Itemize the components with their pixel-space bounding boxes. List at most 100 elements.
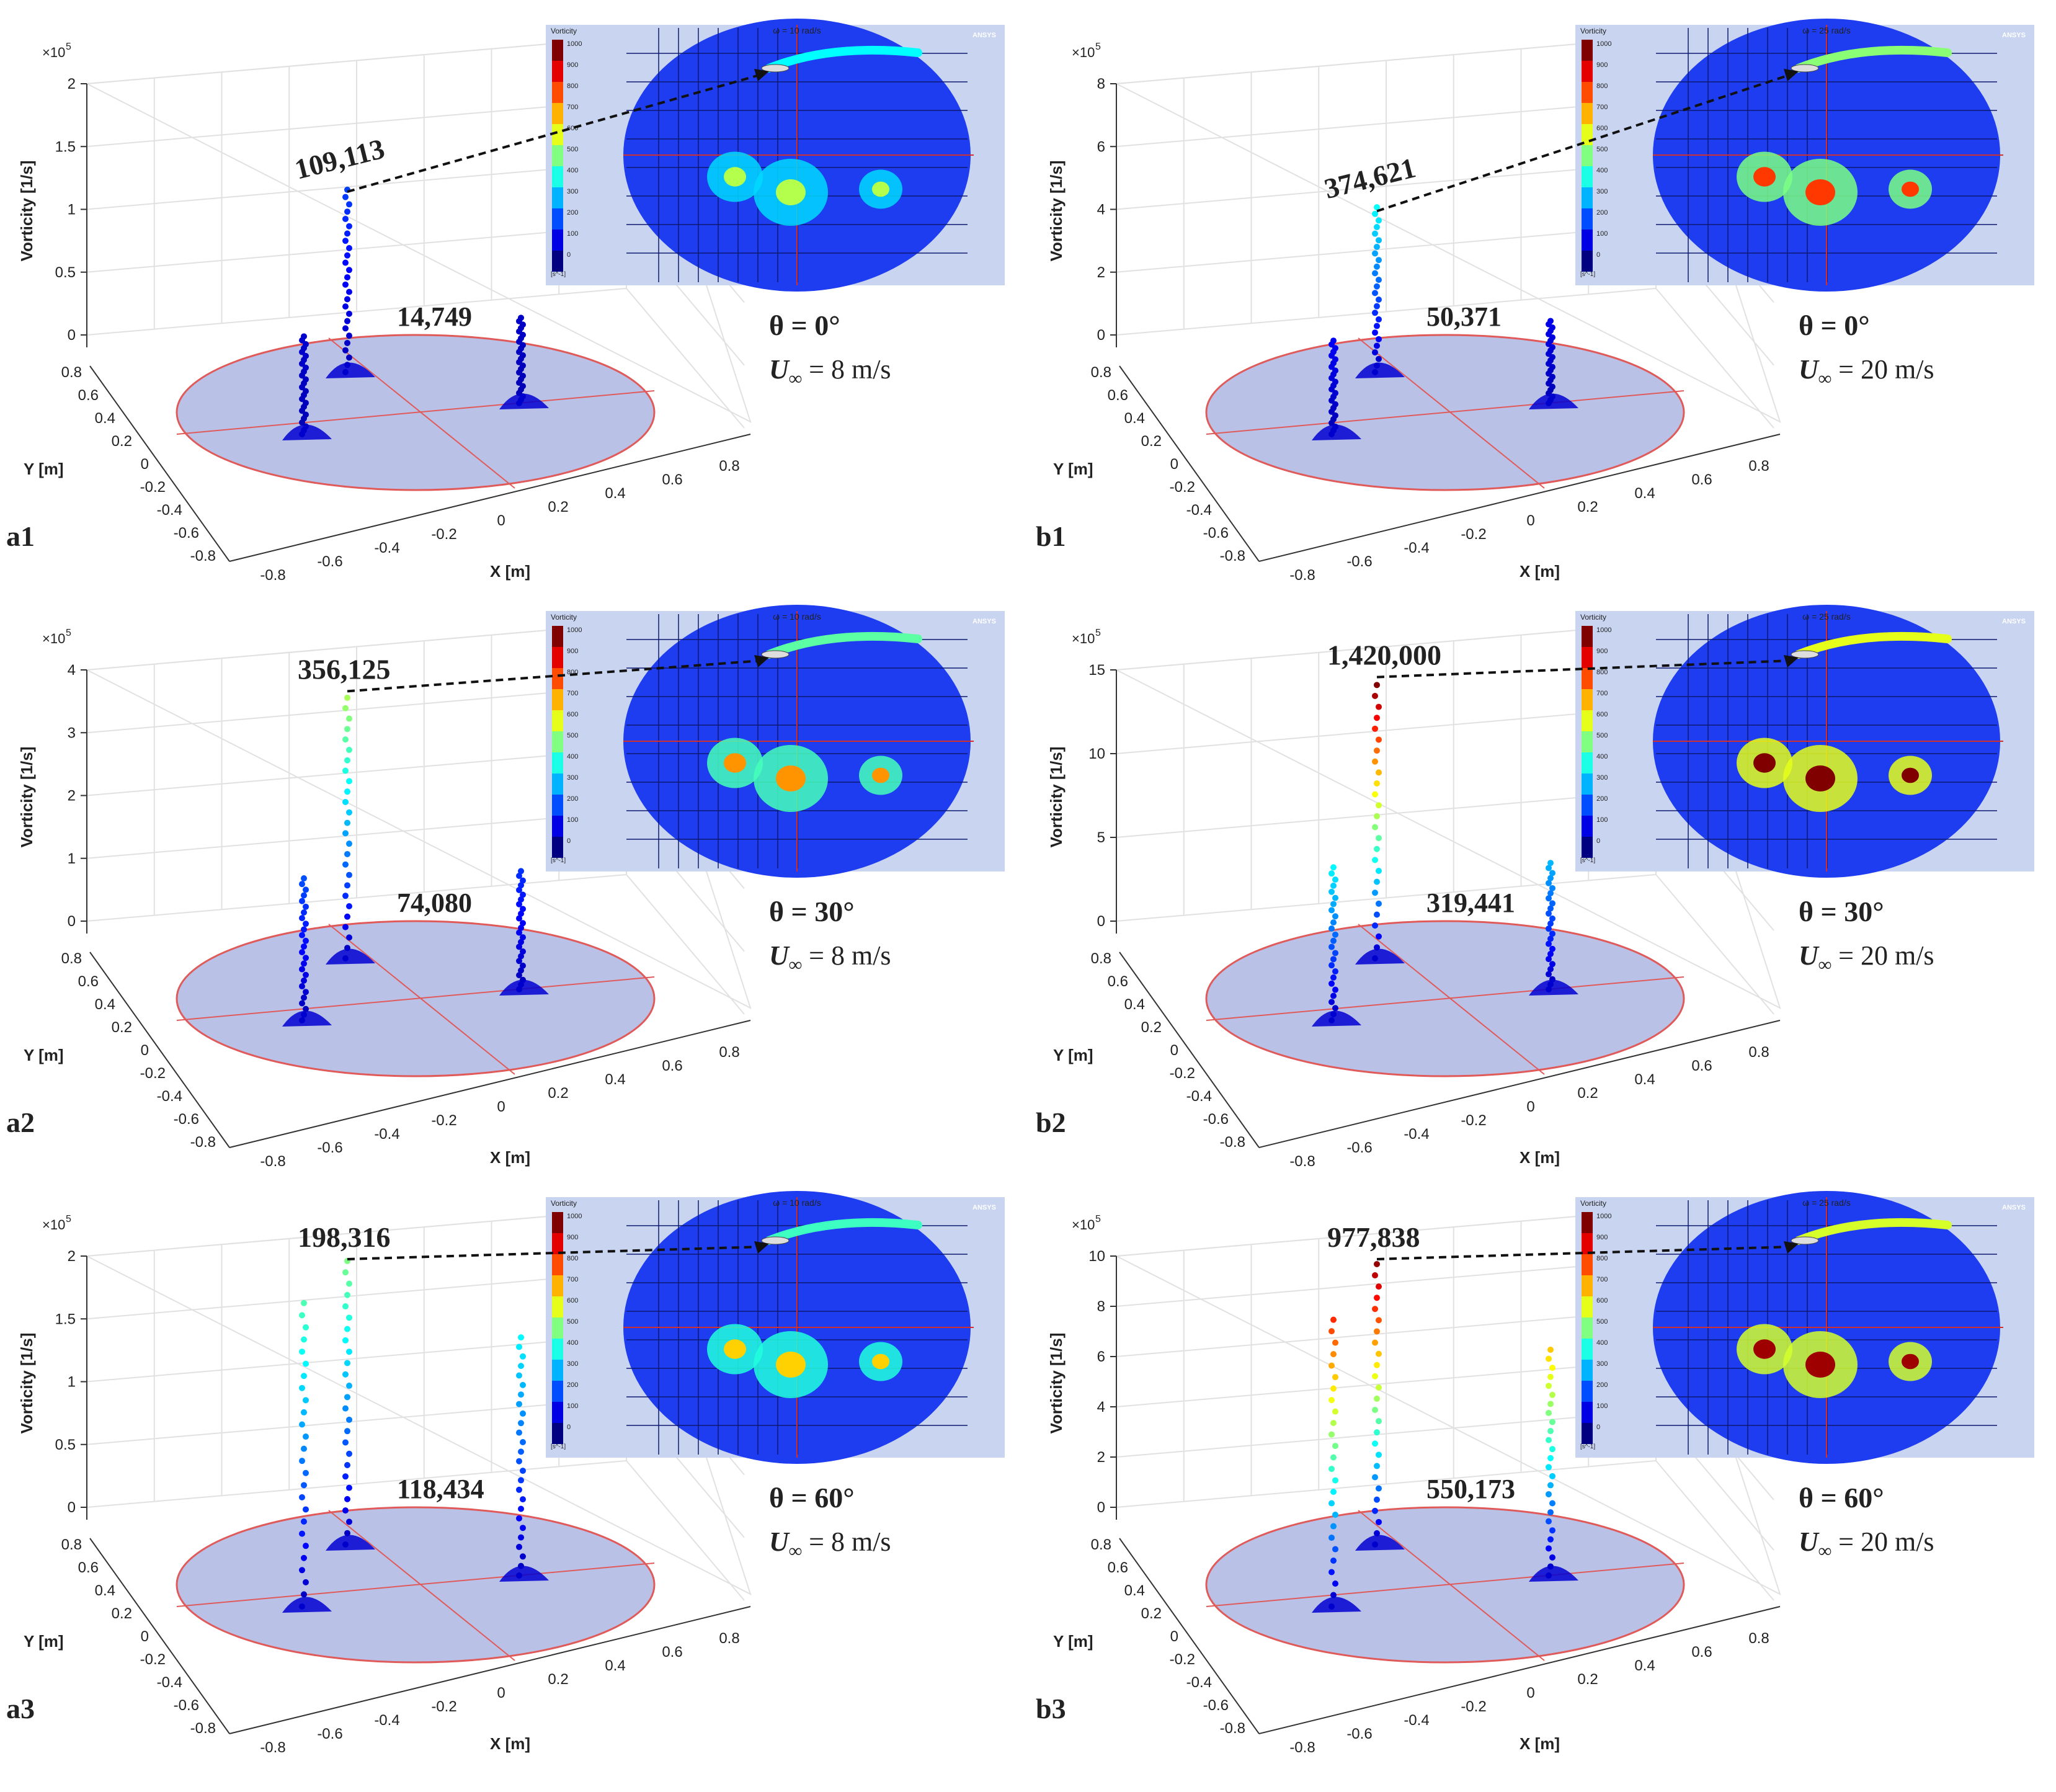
vortex-core bbox=[724, 1339, 746, 1359]
y-tick-label: 0.6 bbox=[78, 1559, 99, 1576]
vorticity-point bbox=[1376, 736, 1382, 743]
vorticity-base bbox=[1312, 424, 1361, 440]
peak-blade-2 bbox=[282, 1299, 332, 1613]
vorticity-point bbox=[520, 920, 526, 927]
colorbar-tick: 0 bbox=[1596, 1424, 1600, 1431]
vorticity-point bbox=[299, 932, 305, 938]
x-tick-label: 0 bbox=[1526, 512, 1534, 529]
x-tick-label: -0.8 bbox=[260, 1153, 285, 1170]
colorbar-tick: 400 bbox=[567, 753, 578, 760]
vorticity-point bbox=[516, 943, 522, 950]
x-axis-label: X [m] bbox=[1520, 1734, 1560, 1753]
vorticity-point bbox=[1546, 1437, 1552, 1443]
y-tick-label: 0.4 bbox=[1124, 410, 1145, 427]
peak-blade-2 bbox=[1312, 337, 1361, 440]
panel-a3: 0 0.5 1 1.5 2×10 5 Vorticity [1/s] 0.8 0.6 0.4 0.2… bbox=[6, 1191, 1005, 1756]
cfd-inset: ω = 10 rad/s ANSYSVorticity10009008007006… bbox=[546, 605, 1005, 878]
vorticity-point bbox=[1546, 971, 1552, 978]
vorticity-point bbox=[346, 809, 352, 816]
vorticity-point bbox=[303, 388, 309, 395]
vorticity-point bbox=[299, 898, 305, 904]
vorticity-point bbox=[1328, 1466, 1335, 1473]
colorbar-tick: 700 bbox=[1596, 1276, 1608, 1283]
x-axis: -0.8 -0.6 -0.4 -0.2 0 0.2 0.4 0.6 0.8 bbox=[1258, 1606, 1781, 1756]
speed-label: U∞ = 20 m/s bbox=[1799, 940, 1934, 975]
vorticity-point bbox=[1376, 1418, 1382, 1425]
vorticity-point bbox=[518, 1334, 524, 1341]
vorticity-point bbox=[299, 949, 305, 956]
colorbar-tick: 200 bbox=[1596, 209, 1608, 216]
vorticity-point bbox=[303, 1433, 309, 1440]
colorbar-tick: 400 bbox=[567, 167, 578, 174]
x-tick-label: 0.6 bbox=[1691, 471, 1712, 488]
vorticity-point bbox=[1546, 1464, 1552, 1471]
vorticity-point bbox=[1374, 682, 1380, 689]
vorticity-point bbox=[346, 1314, 352, 1321]
vorticity-point bbox=[299, 1000, 305, 1007]
y-tick-label: 0.6 bbox=[78, 387, 99, 404]
vorticity-point bbox=[518, 953, 524, 960]
vorticity-point bbox=[344, 1428, 350, 1435]
disk-axis-line bbox=[1358, 337, 1545, 489]
colorbar-tick: 0 bbox=[567, 837, 571, 845]
peak-blade-1 bbox=[326, 694, 375, 965]
z-tick-label: 1 bbox=[68, 1374, 76, 1391]
z-exponent: ×10 bbox=[42, 1217, 65, 1233]
vorticity-point bbox=[1330, 1351, 1337, 1358]
colorbar-tick: 1000 bbox=[567, 1213, 582, 1220]
vorticity-base bbox=[326, 948, 375, 965]
colorbar-segment bbox=[1582, 731, 1593, 752]
vorticity-point bbox=[1376, 1317, 1382, 1324]
x-tick-label: 0.6 bbox=[1691, 1058, 1712, 1074]
vorticity-point bbox=[344, 913, 350, 920]
vorticity-point bbox=[1546, 1409, 1552, 1416]
vorticity-point bbox=[346, 288, 352, 295]
vorticity-point bbox=[303, 364, 309, 371]
z-tick-label: 2 bbox=[68, 1248, 76, 1265]
colorbar-segment bbox=[1582, 626, 1593, 647]
vorticity-point bbox=[1372, 230, 1378, 237]
y-axis: 0.8 0.6 0.4 0.2 0 -0.2 -0.4 -0.6 -0.8 bbox=[1091, 1536, 1260, 1737]
colorbar-segment bbox=[552, 837, 563, 858]
vorticity-point bbox=[342, 1473, 349, 1480]
vorticity-point bbox=[1372, 1507, 1378, 1514]
colorbar-segment bbox=[552, 1275, 563, 1296]
colorbar-tick: 200 bbox=[1596, 1381, 1608, 1389]
vorticity-point bbox=[299, 881, 305, 888]
vorticity-point bbox=[1547, 1536, 1554, 1543]
colorbar-tick: 800 bbox=[1596, 669, 1608, 676]
colorbar-tick: 600 bbox=[1596, 125, 1608, 132]
vorticity-point bbox=[520, 906, 526, 912]
z-gridline bbox=[1116, 874, 1657, 922]
vorticity-point bbox=[1374, 263, 1380, 270]
y-tick-label: 0.8 bbox=[61, 364, 82, 381]
vorticity-point bbox=[1332, 986, 1338, 993]
colorbar-tick: 100 bbox=[1596, 816, 1608, 824]
vorticity-base bbox=[1312, 1597, 1361, 1613]
vortex-core bbox=[872, 1353, 889, 1370]
vorticity-point bbox=[1330, 992, 1337, 999]
y-axis: 0.8 0.6 0.4 0.2 0 -0.2 -0.4 -0.6 -0.8 bbox=[61, 1536, 230, 1737]
vorticity-point bbox=[303, 1397, 309, 1404]
colorbar-segment bbox=[552, 208, 563, 230]
vorticity-point bbox=[346, 1518, 352, 1525]
vorticity-point bbox=[1376, 237, 1382, 244]
vorticity-point bbox=[1372, 1440, 1378, 1447]
inset-title: ω = 10 rad/s bbox=[773, 612, 821, 622]
y-tick-label: -0.8 bbox=[190, 548, 216, 564]
z-exponent-power: 5 bbox=[66, 1214, 71, 1224]
vorticity-point bbox=[301, 1409, 307, 1415]
x-axis-label: X [m] bbox=[490, 562, 530, 581]
peak-annotation: 198,316 bbox=[298, 1221, 391, 1253]
colorbar-segment bbox=[1582, 1296, 1593, 1317]
vorticity-point bbox=[344, 1496, 350, 1502]
vorticity-point bbox=[518, 938, 524, 945]
inset-brand: ANSYS bbox=[972, 618, 996, 625]
y-tick-label: -0.4 bbox=[157, 502, 182, 519]
colorbar-segment bbox=[552, 1402, 563, 1423]
z-tick-label: 0.5 bbox=[55, 1437, 76, 1453]
x-tick-label: -0.8 bbox=[260, 1739, 285, 1756]
vorticity-point bbox=[303, 376, 309, 383]
y-tick-label: -0.6 bbox=[174, 1697, 199, 1714]
vorticity-point bbox=[303, 1360, 309, 1367]
